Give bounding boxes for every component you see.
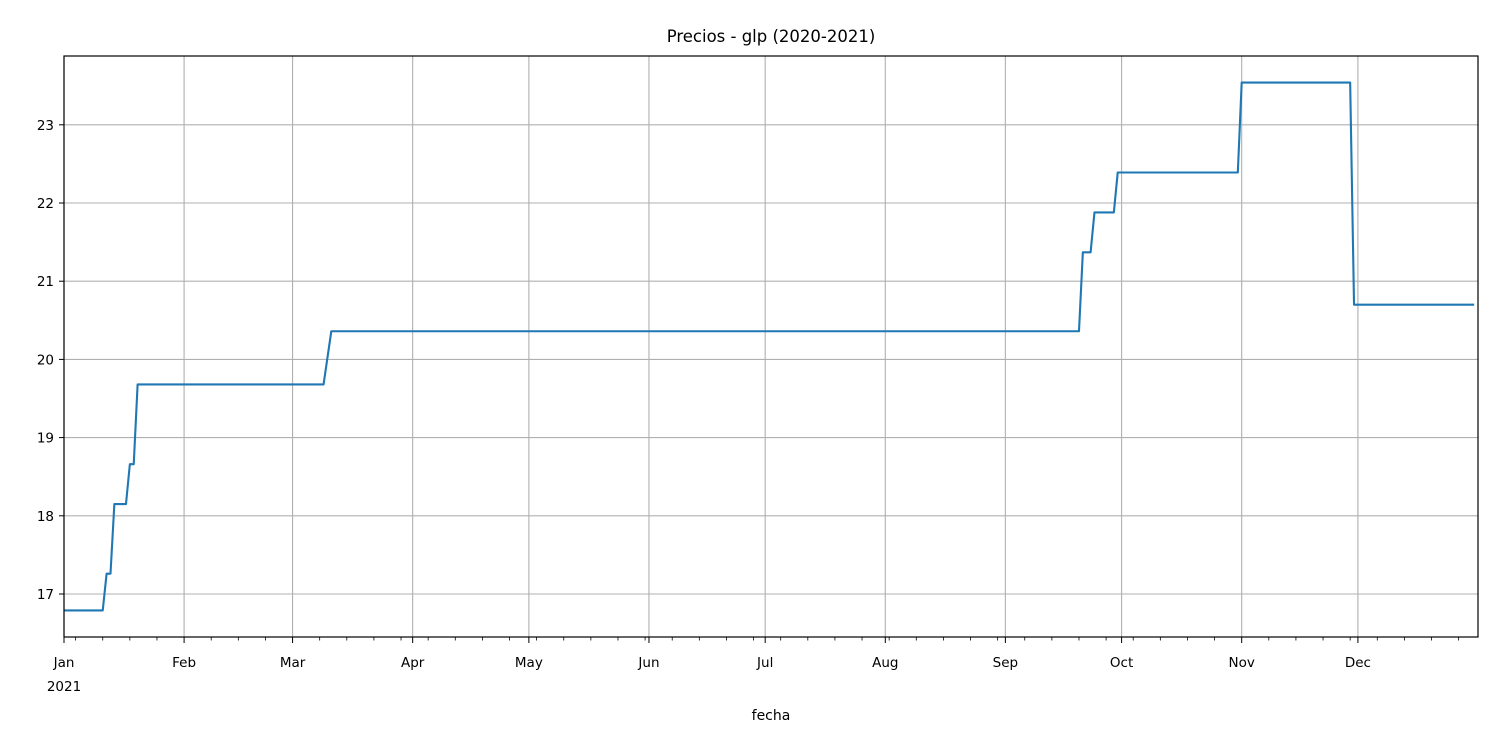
x-tick-label: Jan [53, 655, 75, 671]
x-tick-label: Oct [1110, 655, 1133, 671]
x-tick-label: Aug [872, 655, 898, 671]
plot-frame [63, 55, 1479, 638]
y-tick-label: 22 [37, 196, 54, 212]
x-tick-label: Dec [1345, 655, 1371, 671]
x-tick-label: Nov [1229, 655, 1255, 671]
x-tick-label: May [515, 655, 543, 671]
x-tick-label: Jun [637, 655, 659, 671]
y-tick-label: 20 [37, 352, 54, 368]
x-tick-label: Jul [756, 655, 773, 671]
plot-area [64, 56, 1478, 637]
y-tick-label: 19 [37, 431, 54, 447]
y-tick-label: 18 [37, 509, 54, 525]
x-tick-sublabel: 2021 [47, 679, 81, 695]
y-tick-label: 17 [37, 587, 54, 603]
x-tick-label: Apr [401, 655, 425, 671]
series-layer [64, 81, 1475, 612]
y-tick-label: 23 [37, 118, 54, 134]
y-tick-label: 21 [37, 274, 54, 290]
chart-title: Precios - glp (2020-2021) [667, 27, 876, 46]
x-tick-label: Mar [280, 655, 306, 671]
x-tick-label: Sep [993, 655, 1018, 671]
x-axis-title: fecha [752, 708, 791, 724]
x-tick-label: Feb [172, 655, 196, 671]
series-line [64, 81, 1475, 612]
